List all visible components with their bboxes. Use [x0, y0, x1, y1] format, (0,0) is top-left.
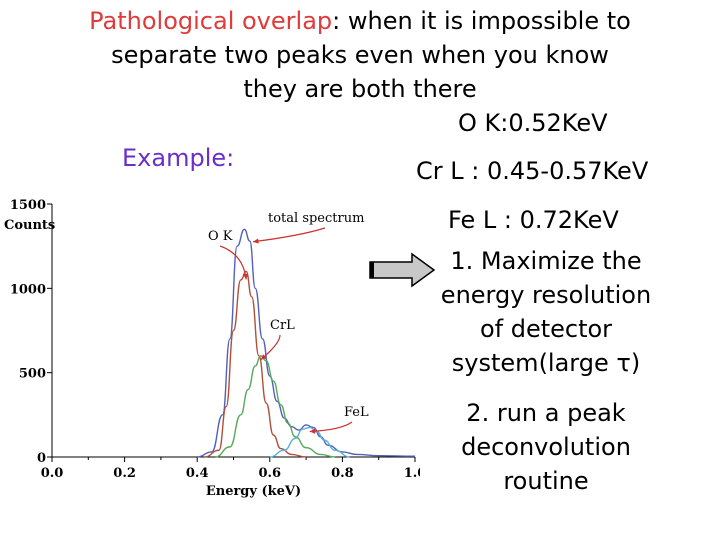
- annotation-crl-label: CrL: [270, 318, 295, 333]
- spectrum-chart: 0.0 0.2 0.4 0.6 0.8 1.0 0 500 1000 1500 Energy (ke…: [4, 198, 420, 499]
- y-tick-label: 500: [19, 367, 46, 382]
- y-tick-label: 1500: [10, 198, 46, 213]
- x-axis-label: Energy (keV): [206, 484, 301, 499]
- annotation-fel-label: FeL: [344, 405, 369, 420]
- x-tick-label: 0.6: [258, 466, 281, 481]
- title-highlight: Pathological overlap: [89, 7, 333, 35]
- ok-energy: O K:0.52KeV: [458, 109, 608, 137]
- y-axis-label: Counts: [4, 218, 55, 233]
- chart-series: [197, 228, 416, 458]
- chart-annotations: total spectrum O K CrL FeL: [208, 211, 369, 434]
- title-line-2: separate two peaks even when you know: [111, 41, 609, 69]
- title-line-3: they are both there: [243, 75, 477, 103]
- annotation-crl-arrowhead: [260, 354, 267, 360]
- title-line-1: Pathological overlap: when it is impossi…: [40, 4, 680, 38]
- annotation-total-spectrum-label: total spectrum: [268, 211, 364, 226]
- annotation-total-spectrum-arrowhead: [253, 238, 259, 244]
- annotation-ok-arrowhead: [242, 273, 249, 280]
- x-tick-label: 0.0: [41, 466, 64, 481]
- fel-energy: Fe L : 0.72KeV: [448, 206, 619, 234]
- slide-title: Pathological overlap: when it is impossi…: [40, 4, 680, 106]
- step-2: 2. run a peak deconvolution routine: [428, 396, 664, 498]
- step-1-line: system(large τ): [451, 349, 641, 377]
- step-1-line: of detector: [479, 315, 613, 343]
- block-arrow-icon: [369, 252, 436, 288]
- annotation-ok-label: O K: [208, 229, 233, 244]
- annotation-fel-arrowhead: [309, 428, 316, 434]
- step-2-line: 2. run a peak: [466, 399, 626, 427]
- example-label: Example:: [122, 144, 235, 172]
- series-ok: [204, 270, 307, 458]
- annotation-total-spectrum-arrow: [252, 227, 326, 243]
- y-tick-label: 1000: [10, 282, 46, 297]
- title-rest: : when it is impossible to: [332, 7, 631, 35]
- step-1: 1. Maximize the energy resolution of det…: [428, 244, 664, 380]
- y-tick-label: 0: [37, 451, 46, 466]
- chart-axes: 0.0 0.2 0.4 0.6 0.8 1.0 0 500 1000 1500 Energy (ke…: [4, 198, 420, 499]
- step-1-line: 1. Maximize the: [450, 247, 642, 275]
- series-crl: [215, 355, 336, 458]
- series-fel: [269, 426, 350, 458]
- x-tick-label: 0.2: [113, 466, 136, 481]
- step-2-line: deconvolution: [461, 433, 631, 461]
- x-tick-label: 0.8: [331, 466, 354, 481]
- step-2-line: routine: [503, 467, 589, 495]
- crl-energy: Cr L : 0.45-0.57KeV: [416, 157, 649, 185]
- step-1-line: energy resolution: [440, 281, 652, 309]
- x-tick-label: 0.4: [186, 466, 209, 481]
- x-tick-label: 1.0: [404, 466, 420, 481]
- annotation-ok-arrow: [219, 245, 247, 280]
- series-total-spectrum: [197, 228, 416, 458]
